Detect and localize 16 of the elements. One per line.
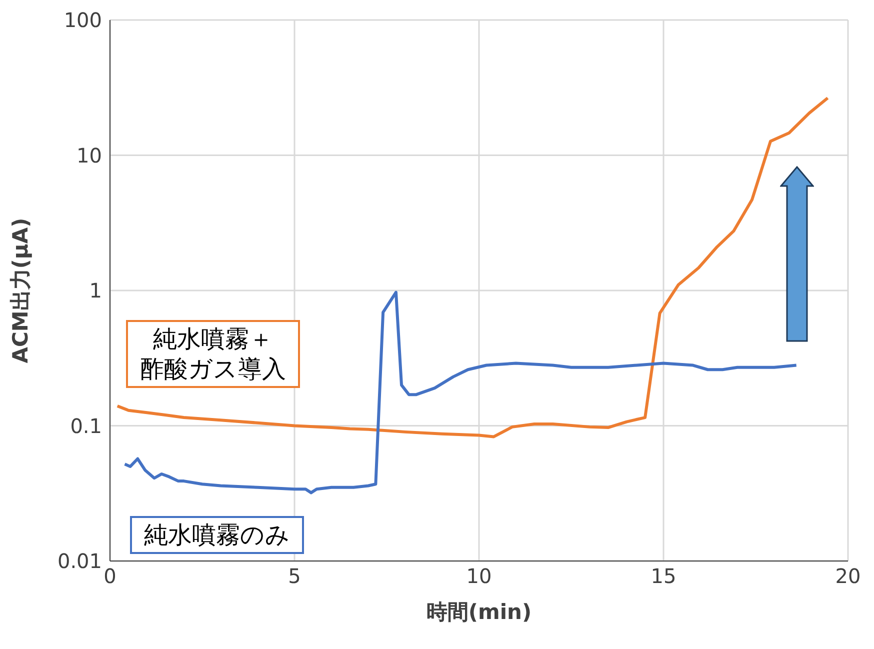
y-tick-label: 0.01: [57, 549, 102, 574]
y-tick-label: 100: [64, 8, 102, 32]
line-series: [116, 96, 830, 438]
x-tick-label: 5: [288, 564, 301, 588]
x-axis-title: 時間(min): [426, 600, 532, 624]
y-tick-label: 0.1: [70, 414, 102, 438]
line-series: [123, 290, 798, 494]
y-tick-label: 10: [76, 143, 102, 168]
y-axis-title: ACM出力(μA): [8, 218, 32, 364]
x-tick-label: 15: [650, 564, 676, 588]
x-tick-label: 10: [466, 564, 492, 588]
series-label: 純水噴霧＋酢酸ガス導入: [126, 320, 300, 388]
series-label: 純水噴霧のみ: [130, 516, 304, 554]
y-tick-label: 1: [89, 278, 102, 303]
x-tick-label: 20: [835, 564, 861, 588]
x-tick-label: 0: [104, 564, 116, 588]
